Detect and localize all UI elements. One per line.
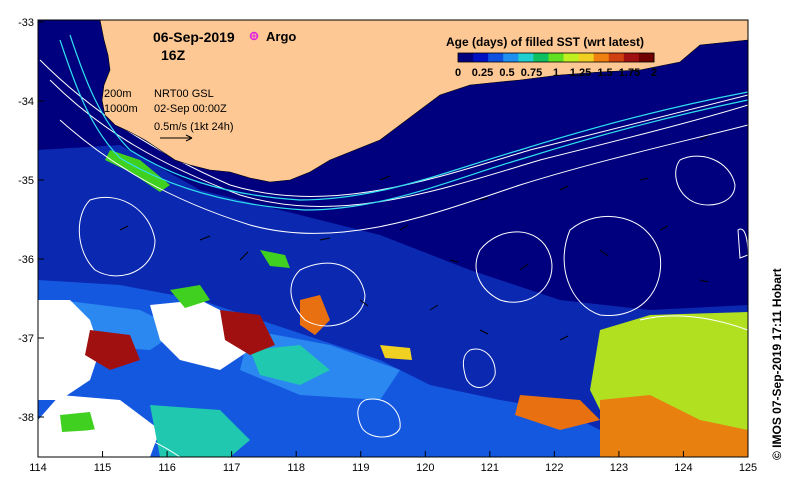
legend-color-swatch xyxy=(518,53,534,62)
x-tick-label: 123 xyxy=(610,462,628,474)
y-tick-label: -37 xyxy=(18,333,34,345)
argo-label: Argo xyxy=(266,29,296,44)
vector-scale-label: 0.5m/s (1kt 24h) xyxy=(154,121,233,133)
legend-color-swatch xyxy=(533,53,549,62)
legend-color-swatch xyxy=(548,53,565,62)
y-tick-label: -33 xyxy=(18,17,34,29)
ocean-mid-patch xyxy=(60,180,210,260)
x-tick-label: 124 xyxy=(674,462,692,474)
x-tick-label: 119 xyxy=(352,462,370,474)
argo-marker-icon xyxy=(249,31,259,41)
y-axis: -33 -34 -35 -36 -37 -38 xyxy=(18,17,44,424)
x-axis: 114 115 116 117 118 119 120 121 122 123 124 125 xyxy=(29,451,757,474)
legend-tick-label: 0.25 xyxy=(472,67,493,79)
teal-patch-2 xyxy=(250,345,330,385)
nodata-region xyxy=(38,300,100,400)
y-tick-label: -34 xyxy=(18,96,34,108)
legend-tick-label: 0.75 xyxy=(521,67,542,79)
legend-tick-label: 1.5 xyxy=(597,67,612,79)
isobath-1000-label: 1000m xyxy=(104,103,138,115)
legend-color-swatch xyxy=(608,53,625,62)
teal-patch xyxy=(150,405,250,457)
legend-colorbar-frame xyxy=(457,52,655,63)
legend-color-swatch xyxy=(638,53,655,62)
green-patch-2 xyxy=(60,412,95,432)
x-tick-label: 116 xyxy=(158,462,176,474)
legend-color-swatch xyxy=(488,53,504,62)
legend-tick-label: 0.5 xyxy=(499,67,514,79)
legend-color-swatch xyxy=(458,53,474,62)
isobath-200-label: 200m xyxy=(104,88,132,100)
legend-color-swatch xyxy=(503,53,519,62)
vector-scale-arrow-icon xyxy=(160,134,193,142)
isobaths xyxy=(59,34,748,211)
current-vectors xyxy=(119,135,709,341)
yellow-patch xyxy=(380,345,412,360)
x-tick-label: 122 xyxy=(545,462,563,474)
legend-color-swatch xyxy=(593,53,610,62)
x-tick-label: 115 xyxy=(94,462,112,474)
map-plot-area xyxy=(38,20,748,457)
green-streak xyxy=(105,150,170,192)
red-patch-2 xyxy=(85,330,140,370)
product-label: NRT00 GSL xyxy=(154,88,214,100)
x-tick-label: 125 xyxy=(739,462,757,474)
legend-color-swatch xyxy=(623,53,640,62)
legend-tick-label: 2 xyxy=(651,67,657,79)
green-streak-2 xyxy=(260,250,290,268)
y-tick-label: -38 xyxy=(18,412,34,424)
map-date: 06-Sep-2019 xyxy=(153,29,235,45)
x-tick-label: 121 xyxy=(481,462,499,474)
product-time-label: 02-Sep 00:00Z xyxy=(154,103,227,115)
legend-title: Age (days) of filled SST (wrt latest) xyxy=(446,35,644,49)
legend-color-swatch xyxy=(563,53,580,62)
orange-patch xyxy=(300,295,330,335)
green-patch xyxy=(170,285,210,308)
legend-color-swatch xyxy=(578,53,595,62)
y-tick-label: -36 xyxy=(18,254,34,266)
x-tick-label: 118 xyxy=(287,462,305,474)
legend-tick-labels: 0 0.25 0.5 0.75 1 1.25 1.5 1.75 2 xyxy=(455,67,657,79)
orange-patch-2 xyxy=(515,395,600,430)
legend-color-swatch xyxy=(473,53,489,62)
plot-frame xyxy=(37,19,749,458)
legend-tick-label: 0 xyxy=(455,67,461,79)
map-hour: 16Z xyxy=(161,47,186,63)
legend-colorbar xyxy=(457,52,655,63)
x-tick-label: 114 xyxy=(29,462,47,474)
x-tick-label: 117 xyxy=(223,462,241,474)
x-tick-label: 120 xyxy=(416,462,434,474)
legend-tick-label: 1.25 xyxy=(570,67,591,79)
red-patch xyxy=(220,310,275,355)
legend-tick-label: 1.75 xyxy=(619,67,640,79)
y-tick-label: -35 xyxy=(18,175,34,187)
nodata-region-3 xyxy=(38,395,160,457)
copyright-label: © IMOS 07-Sep-2019 17:11 Hobart xyxy=(770,268,784,460)
orange-region-se xyxy=(600,395,748,457)
legend-tick-label: 1 xyxy=(553,67,559,79)
